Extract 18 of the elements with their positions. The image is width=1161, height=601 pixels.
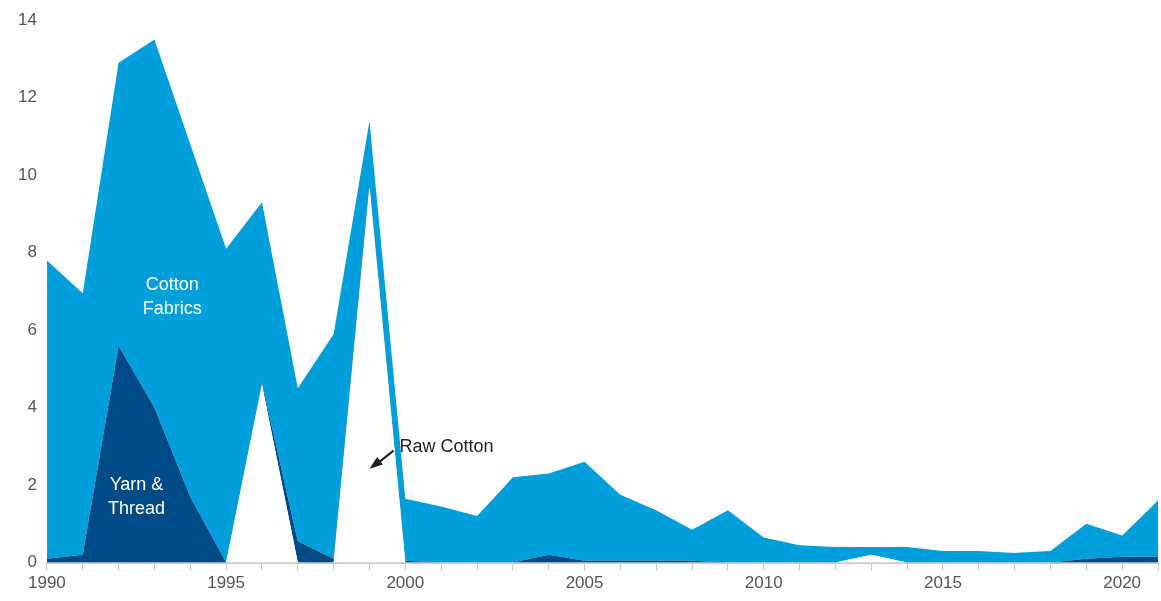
x-tick-label: 1995 — [207, 573, 246, 593]
y-tick-label: 12 — [17, 87, 37, 107]
x-tick-label: 1990 — [28, 573, 66, 593]
series-label: Raw Cotton — [399, 435, 494, 456]
y-tick-label: 2 — [27, 474, 37, 494]
series-label: Yarn & Thread — [107, 474, 166, 519]
y-tick-label: 10 — [17, 164, 37, 184]
y-tick-label: 6 — [27, 319, 37, 339]
y-tick-label: 14 — [17, 9, 37, 29]
x-tick-label: 2000 — [386, 573, 425, 593]
x-tick-label: 2015 — [924, 573, 962, 593]
x-tick-label: 2005 — [565, 573, 604, 593]
y-tick-label: 4 — [27, 397, 37, 417]
series-label: Cotton Fabrics — [142, 274, 202, 319]
y-tick-label: 8 — [27, 242, 37, 262]
x-tick-label: 2020 — [1103, 573, 1142, 593]
x-tick-label: 2010 — [744, 573, 783, 593]
y-tick-label: 0 — [27, 552, 37, 572]
